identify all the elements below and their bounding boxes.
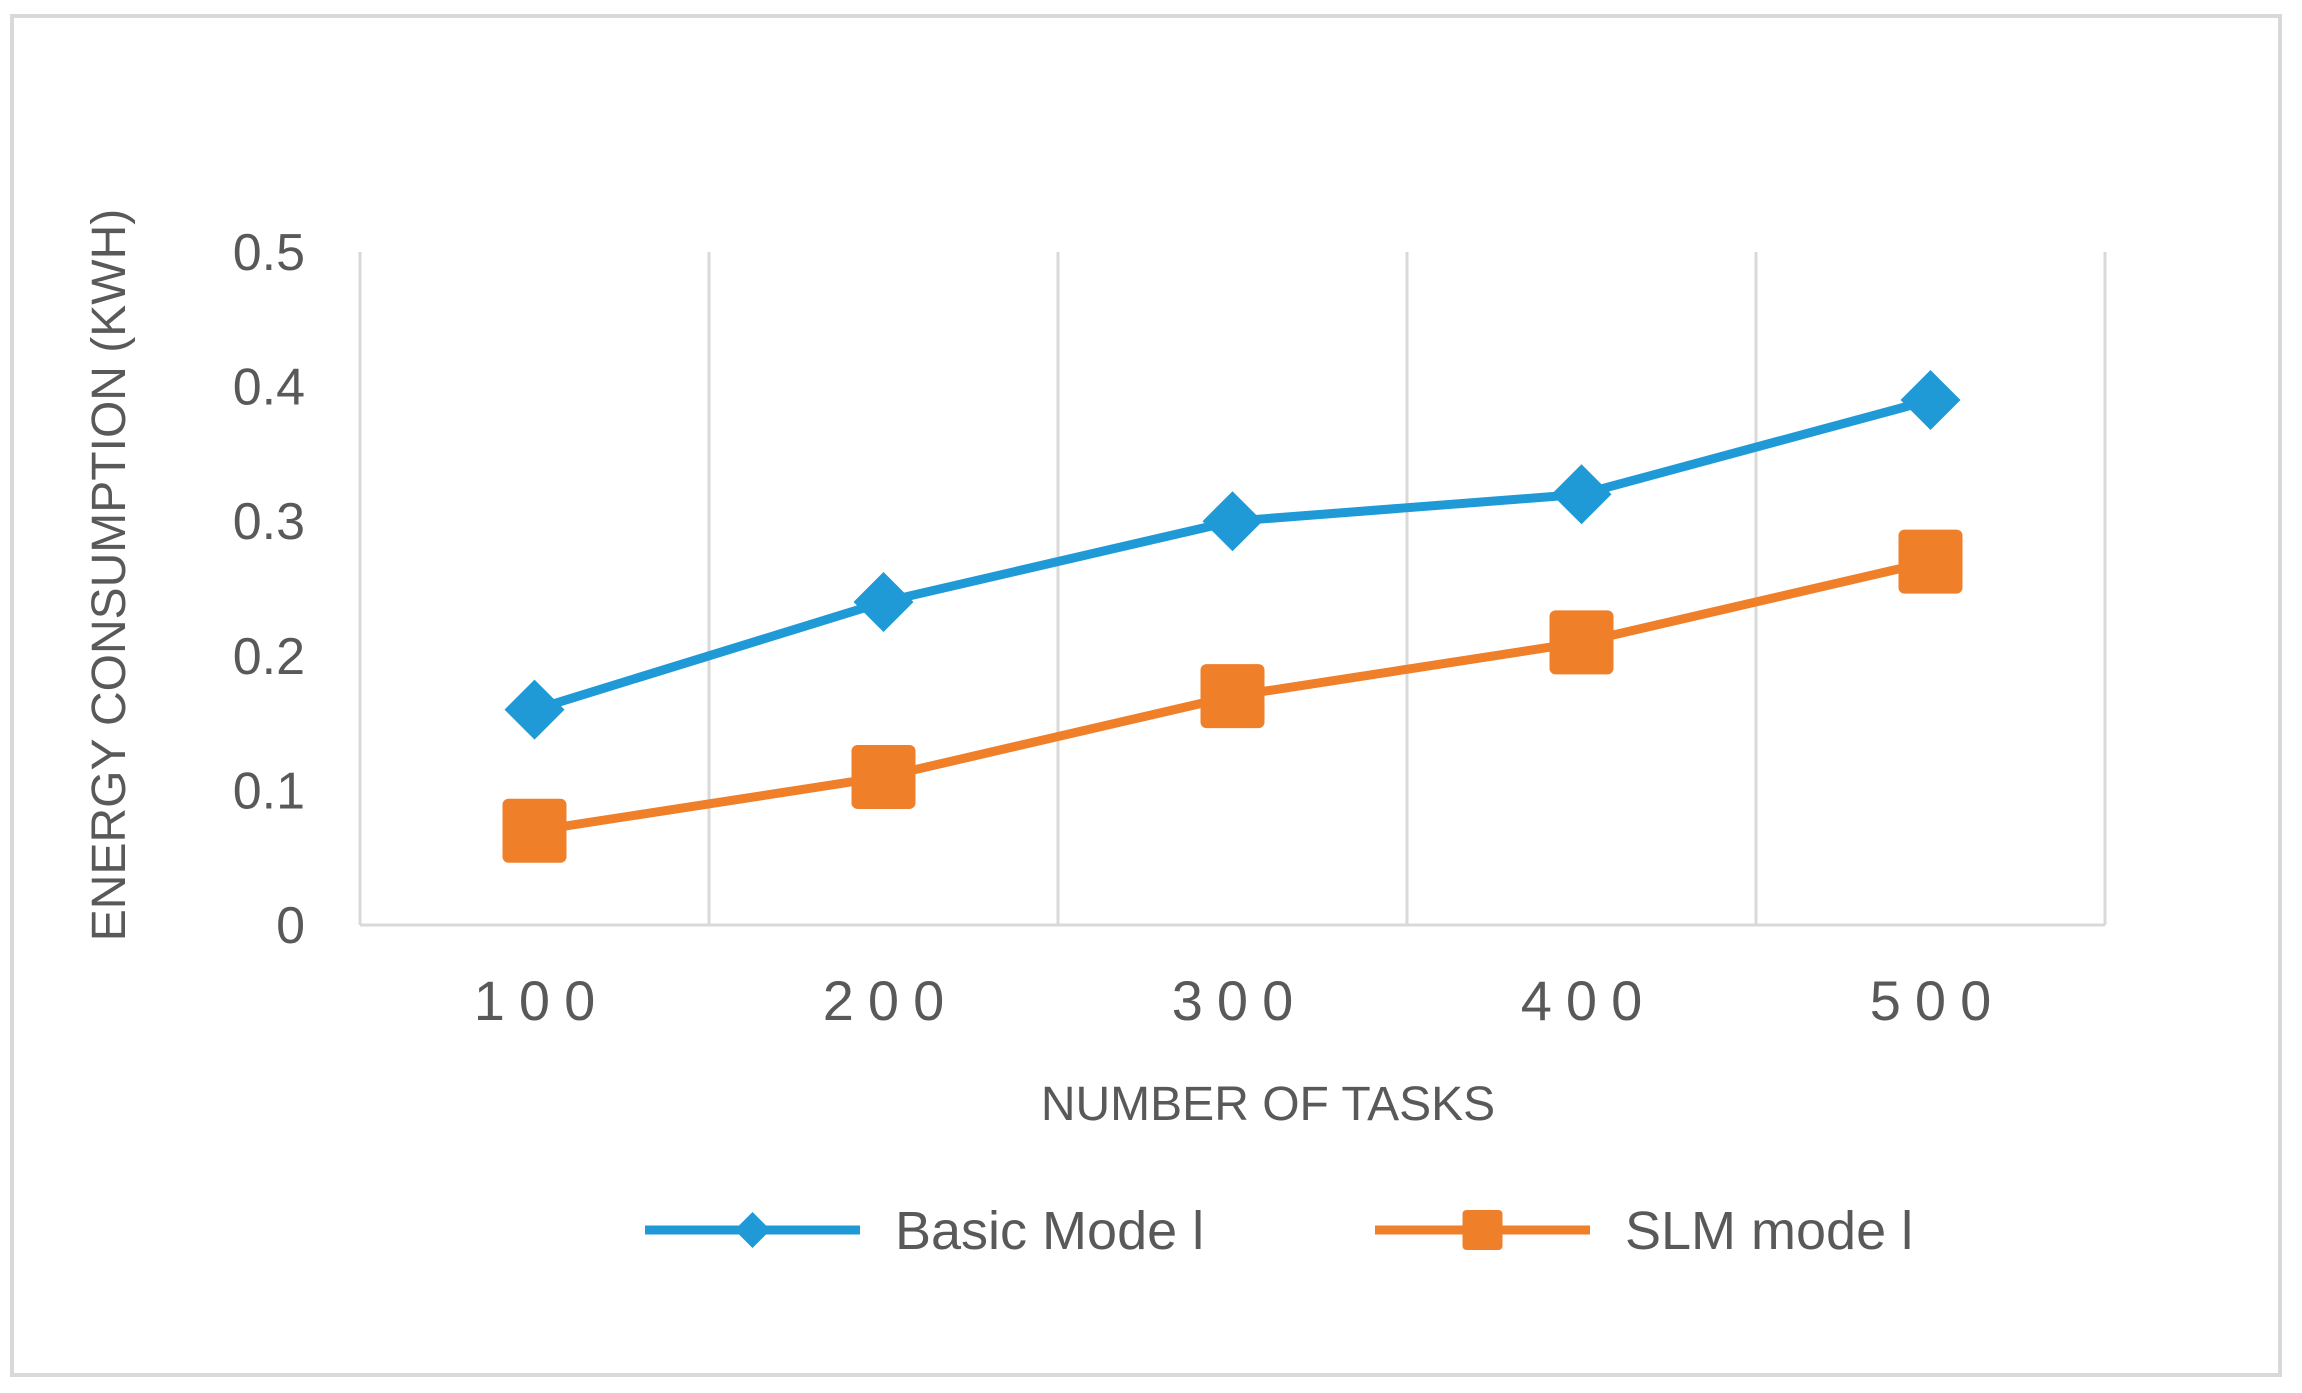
y-tick-label: 0.1 [233, 762, 305, 820]
series-line [533, 395, 1932, 714]
square-marker [851, 744, 916, 809]
legend-label: Basic Mode l [895, 1201, 1204, 1261]
x-tick-label: 400 [1521, 969, 1656, 1032]
series-layer [502, 370, 1963, 863]
legend-label: SLM mode l [1625, 1201, 1913, 1261]
square-marker [1549, 610, 1614, 675]
diamond-marker [1900, 370, 1961, 431]
x-tick-label: 300 [1172, 969, 1307, 1032]
diamond-marker [504, 679, 565, 740]
series-1 [504, 370, 1961, 740]
diamond-marker [1551, 464, 1612, 525]
legend-item: Basic Mode l [645, 1201, 1204, 1261]
legend-item: SLM mode l [1375, 1201, 1913, 1261]
y-tick-label: 0.4 [233, 359, 305, 417]
y-tick-label: 0 [276, 897, 305, 955]
y-axis-ticks: 0 0.1 0.2 0.3 0.4 0.5 [233, 224, 305, 955]
square-marker [502, 798, 567, 863]
y-tick-label: 0.2 [233, 628, 305, 686]
legend-square-marker [1462, 1210, 1503, 1250]
square-marker [1200, 664, 1265, 729]
series-2 [502, 529, 1963, 863]
y-tick-label: 0.5 [233, 224, 305, 282]
gridlines [358, 252, 2107, 927]
x-tick-label: 100 [474, 969, 609, 1032]
diamond-marker [853, 571, 914, 632]
legend: Basic Mode l SLM mode l [645, 1201, 1913, 1261]
x-tick-label: 500 [1870, 969, 2005, 1032]
square-marker [1898, 529, 1963, 594]
y-tick-label: 0.3 [233, 493, 305, 551]
x-tick-label: 200 [823, 969, 958, 1032]
chart-frame [10, 14, 2282, 1377]
diamond-marker [1202, 491, 1263, 552]
x-axis-ticks: 100 200 300 400 500 [474, 969, 2005, 1032]
y-axis-title: ENERGY CONSUMPTION (KWH) [83, 209, 136, 941]
x-axis-title: NUMBER OF TASKS [1041, 1078, 1495, 1131]
legend-diamond-marker [734, 1212, 771, 1248]
